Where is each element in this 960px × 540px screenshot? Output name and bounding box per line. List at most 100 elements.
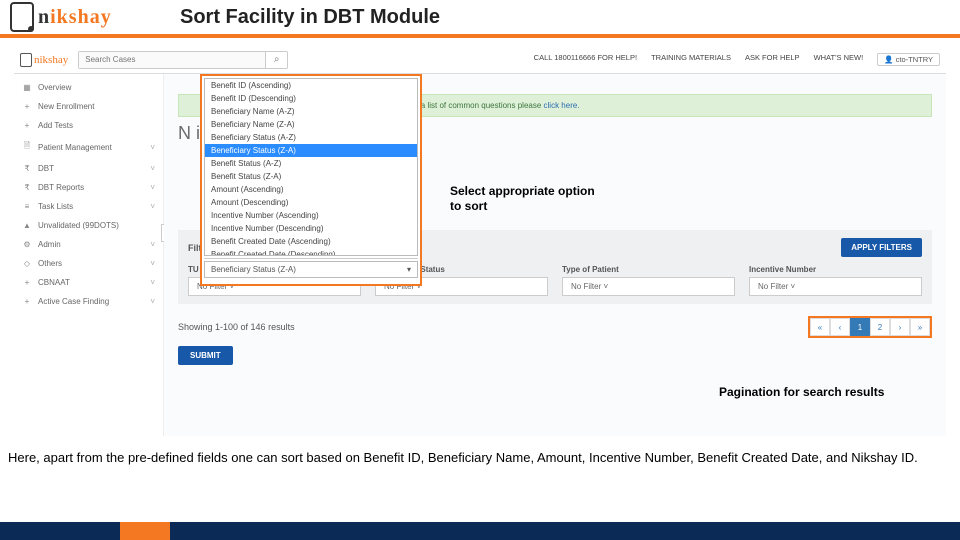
callout-pagination: Pagination for search results bbox=[719, 385, 899, 400]
chevron-down-icon: ˅ bbox=[150, 143, 155, 152]
sort-option[interactable]: Benefit ID (Descending) bbox=[205, 92, 417, 105]
app-logo: nikshay bbox=[20, 53, 68, 67]
chevron-down-icon: ˅ bbox=[150, 259, 155, 268]
sort-option[interactable]: Benefit Status (A-Z) bbox=[205, 157, 417, 170]
sidebar-item[interactable]: 🗎 Patient Management ˅ bbox=[14, 135, 163, 159]
sidebar-icon: ₹ bbox=[22, 164, 32, 173]
submit-button[interactable]: SUBMIT bbox=[178, 346, 233, 365]
sidebar-label: Others bbox=[38, 259, 62, 268]
sidebar-label: New Enrollment bbox=[38, 102, 94, 111]
sort-option[interactable]: Beneficiary Name (Z-A) bbox=[205, 118, 417, 131]
slide-header: nnikshayikshay Sort Facility in DBT Modu… bbox=[0, 0, 960, 38]
sidebar-icon: + bbox=[22, 278, 32, 287]
chevron-down-icon: ▾ bbox=[407, 265, 411, 274]
slide-caption: Here, apart from the pre-defined fields … bbox=[8, 450, 952, 467]
chevron-down-icon: ˅ bbox=[150, 278, 155, 287]
sort-options-list: Benefit ID (Ascending)Benefit ID (Descen… bbox=[204, 78, 418, 256]
sidebar-label: Admin bbox=[38, 240, 61, 249]
chevron-down-icon: ˅ bbox=[150, 183, 155, 192]
page-button[interactable]: 1 bbox=[850, 318, 870, 336]
sort-option[interactable]: Benefit ID (Ascending) bbox=[205, 79, 417, 92]
chevron-down-icon: ˅ bbox=[150, 202, 155, 211]
sidebar-item[interactable]: ≡ Task Lists ˅ bbox=[14, 197, 163, 216]
sidebar-item[interactable]: + New Enrollment bbox=[14, 97, 163, 116]
sidebar-icon: + bbox=[22, 102, 32, 111]
sidebar-label: Patient Management bbox=[38, 143, 112, 152]
sort-option[interactable]: Benefit Status (Z-A) bbox=[205, 170, 417, 183]
sidebar-label: Task Lists bbox=[38, 202, 73, 211]
sidebar-item[interactable]: + Active Case Finding ˅ bbox=[14, 292, 163, 311]
sort-option[interactable]: Benefit Created Date (Ascending) bbox=[205, 235, 417, 248]
filter-select[interactable]: No Filter ˅ bbox=[562, 277, 735, 296]
top-link[interactable]: CALL 1800116666 FOR HELP! bbox=[534, 53, 637, 66]
sort-option[interactable]: Amount (Descending) bbox=[205, 196, 417, 209]
app-screenshot: nikshay ⌕ CALL 1800116666 FOR HELP! TRAI… bbox=[14, 46, 946, 436]
filter-label: Type of Patient bbox=[562, 265, 735, 274]
sidebar-icon: ₹ bbox=[22, 183, 32, 192]
sidebar-icon: ⚙ bbox=[22, 240, 32, 249]
filter-label: Incentive Number bbox=[749, 265, 922, 274]
sidebar-icon: + bbox=[22, 121, 32, 130]
sort-option[interactable]: Incentive Number (Ascending) bbox=[205, 209, 417, 222]
top-link[interactable]: TRAINING MATERIALS bbox=[651, 53, 731, 66]
sidebar: ▦ Overview + New Enrollment + Add Tests 🗎 Patie… bbox=[14, 74, 164, 436]
sidebar-label: Unvalidated (99DOTS) bbox=[38, 221, 119, 230]
sidebar-label: CBNAAT bbox=[38, 278, 70, 287]
page-button[interactable]: 2 bbox=[870, 318, 890, 336]
sidebar-icon: + bbox=[22, 297, 32, 306]
sidebar-icon: ▦ bbox=[22, 83, 32, 92]
footer-bar bbox=[0, 522, 960, 540]
page-button[interactable]: » bbox=[910, 318, 930, 336]
sidebar-icon: ≡ bbox=[22, 202, 32, 211]
page-button[interactable]: ‹ bbox=[830, 318, 850, 336]
chevron-down-icon: ˅ bbox=[150, 297, 155, 306]
sort-selected[interactable]: Beneficiary Status (Z-A)▾ bbox=[204, 261, 418, 278]
page-button[interactable]: › bbox=[890, 318, 910, 336]
sort-option[interactable]: Beneficiary Status (A-Z) bbox=[205, 131, 417, 144]
chevron-down-icon: ˅ bbox=[150, 164, 155, 173]
sidebar-label: Active Case Finding bbox=[38, 297, 109, 306]
top-links: CALL 1800116666 FOR HELP! TRAINING MATER… bbox=[534, 53, 940, 66]
sort-option[interactable]: Amount (Ascending) bbox=[205, 183, 417, 196]
sort-option[interactable]: Benefit Created Date (Descending) bbox=[205, 248, 417, 256]
sort-option[interactable]: Beneficiary Status (Z-A) bbox=[205, 144, 417, 157]
sidebar-item[interactable]: + Add Tests bbox=[14, 116, 163, 135]
callout-sort: Select appropriate option to sort bbox=[450, 184, 600, 214]
sort-dropdown-panel: Benefit ID (Ascending)Benefit ID (Descen… bbox=[200, 74, 422, 286]
slide-title: Sort Facility in DBT Module bbox=[180, 6, 440, 29]
sidebar-item[interactable]: ▲ Unvalidated (99DOTS) bbox=[14, 216, 163, 235]
page-button[interactable]: « bbox=[810, 318, 830, 336]
chevron-down-icon: ˅ bbox=[150, 240, 155, 249]
top-link[interactable]: ASK FOR HELP bbox=[745, 53, 800, 66]
sidebar-item[interactable]: ⚙ Admin ˅ bbox=[14, 235, 163, 254]
sidebar-item[interactable]: ▦ Overview bbox=[14, 78, 163, 97]
logo-text: nnikshayikshay bbox=[38, 6, 112, 29]
sidebar-label: DBT Reports bbox=[38, 183, 84, 192]
sidebar-label: Add Tests bbox=[38, 121, 73, 130]
main-panel: xxxxxxxxxxxxxxxxxxxxxxxxxxxxxxxxxxxxxxxx… bbox=[164, 74, 946, 436]
search-box: ⌕ bbox=[78, 51, 288, 69]
apply-filters-button[interactable]: APPLY FILTERS bbox=[841, 238, 922, 257]
sidebar-item[interactable]: + CBNAAT ˅ bbox=[14, 273, 163, 292]
search-input[interactable] bbox=[79, 52, 265, 68]
sidebar-icon: 🗎 bbox=[22, 140, 32, 154]
sort-option[interactable]: Beneficiary Name (A-Z) bbox=[205, 105, 417, 118]
brand-logo: nnikshayikshay bbox=[0, 2, 180, 32]
filter-select[interactable]: No Filter ˅ bbox=[749, 277, 922, 296]
pagination: «‹12›» bbox=[808, 316, 932, 338]
user-chip[interactable]: 👤 cto-TNTRY bbox=[877, 53, 940, 66]
app-topbar: nikshay ⌕ CALL 1800116666 FOR HELP! TRAI… bbox=[14, 46, 946, 74]
sidebar-label: DBT bbox=[38, 164, 54, 173]
sidebar-item[interactable]: ₹ DBT Reports ˅ bbox=[14, 178, 163, 197]
sidebar-item[interactable]: ◇ Others ˅ bbox=[14, 254, 163, 273]
sidebar-icon: ▲ bbox=[22, 221, 32, 230]
sort-option[interactable]: Incentive Number (Descending) bbox=[205, 222, 417, 235]
search-icon[interactable]: ⌕ bbox=[265, 52, 287, 68]
sidebar-item[interactable]: ₹ DBT ˅ bbox=[14, 159, 163, 178]
banner-link[interactable]: click here. bbox=[544, 101, 580, 110]
top-link[interactable]: WHAT'S NEW! bbox=[814, 53, 864, 66]
sidebar-icon: ◇ bbox=[22, 259, 32, 268]
sidebar-label: Overview bbox=[38, 83, 71, 92]
logo-icon bbox=[10, 2, 34, 32]
results-count: Showing 1-100 of 146 results bbox=[178, 322, 295, 332]
